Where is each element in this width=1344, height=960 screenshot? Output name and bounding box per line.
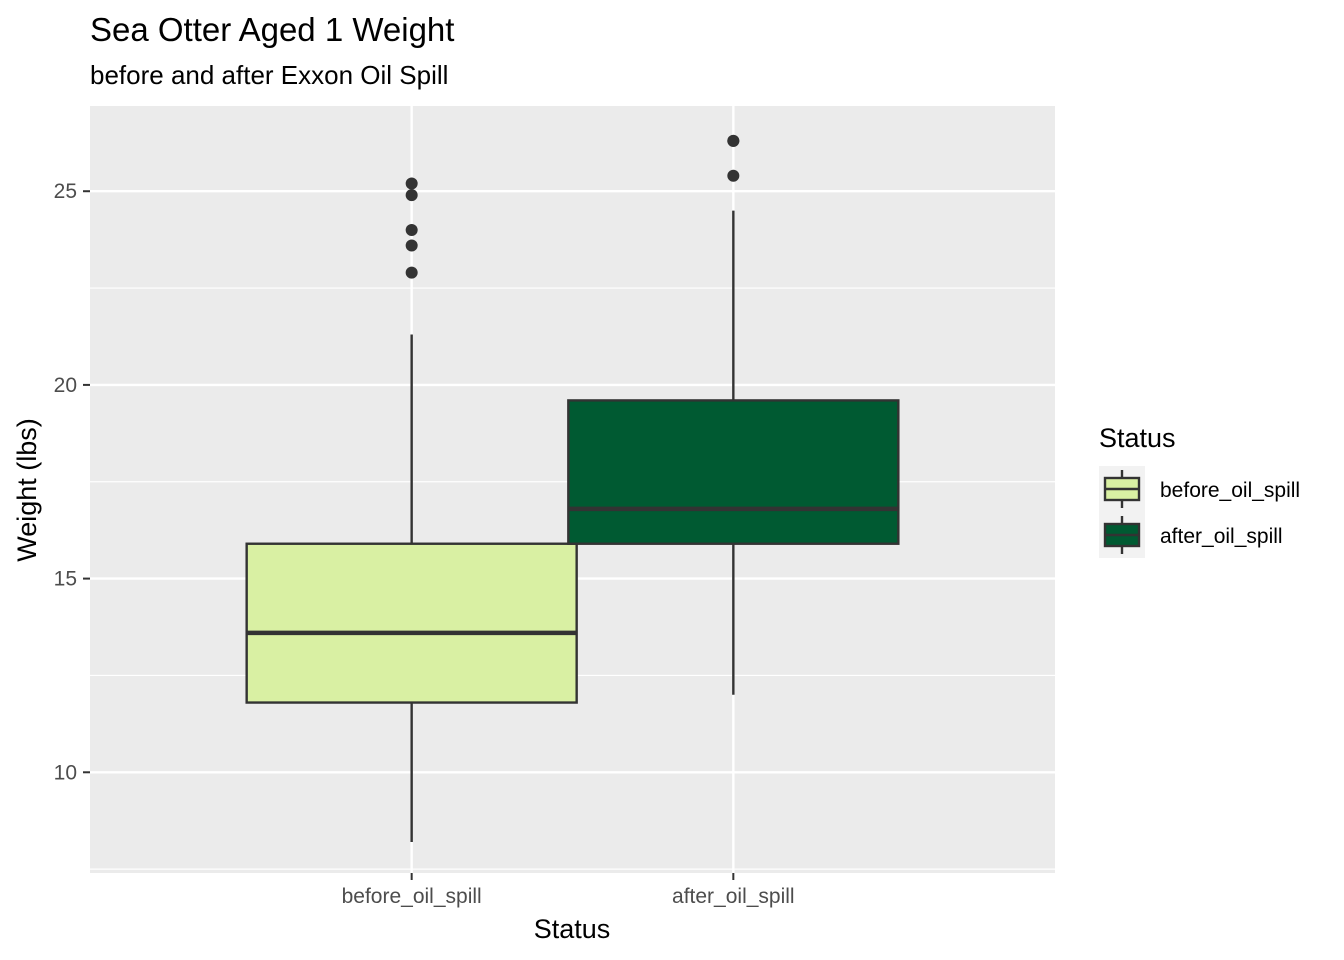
outlier-point [405,239,418,252]
y-tick-label: 20 [54,374,77,397]
legend-entry: before_oil_spill [1099,466,1300,512]
legend: Status before_oil_spill after_oil_spill [1099,423,1300,558]
outlier-point [405,189,418,202]
outlier-point [405,177,418,190]
x-tick-label: after_oil_spill [672,885,795,908]
legend-label: after_oil_spill [1160,525,1283,548]
legend-entry: after_oil_spill [1099,512,1283,558]
outlier-point [727,169,740,182]
box-body [245,542,578,704]
legend-entries: before_oil_spill after_oil_spill [1099,466,1300,558]
outlier-point [405,223,418,236]
box-body [567,399,900,545]
box-group [245,177,578,843]
legend-title: Status [1099,423,1176,453]
y-axis-title: Weight (lbs) [12,418,42,562]
y-tick-label: 25 [54,180,77,203]
y-tick-label: 10 [54,761,77,784]
chart-title: Sea Otter Aged 1 Weight [90,11,454,48]
box-group [567,134,900,695]
chart-subtitle: before and after Exxon Oil Spill [90,60,448,90]
outlier-point [405,266,418,279]
legend-label: before_oil_spill [1160,479,1300,502]
axes: 10 15 20 25 before_oil_spill after_oil_spill [54,180,795,908]
boxes [245,134,900,843]
x-tick-label: before_oil_spill [342,885,482,908]
outlier-point [727,134,740,147]
y-tick-label: 15 [54,568,77,591]
x-axis-title: Status [534,914,611,944]
